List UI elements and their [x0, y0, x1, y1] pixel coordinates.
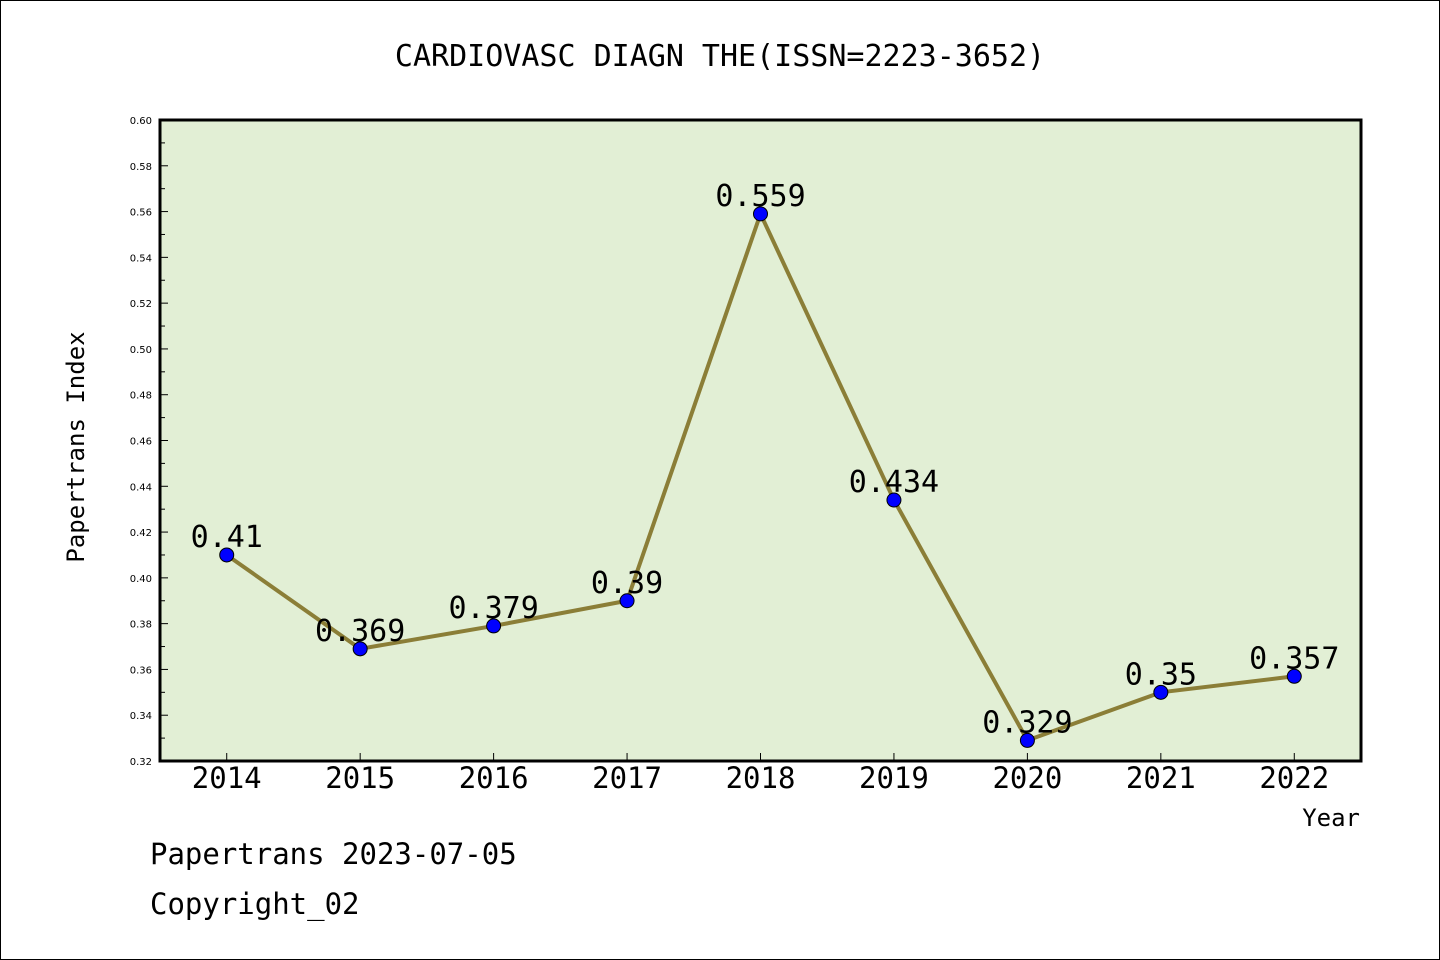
y-tick-label: 0.48 — [130, 391, 152, 402]
x-tick-label: 2018 — [726, 761, 796, 795]
y-tick-label: 0.56 — [130, 208, 152, 219]
x-tick-label: 2015 — [325, 761, 395, 795]
x-axis-ticks: 2014 2015 2016 2017 2018 2019 2020 2021 2022 — [192, 753, 1329, 795]
y-tick-label: 0.38 — [130, 620, 152, 631]
y-tick-label: 0.54 — [130, 253, 152, 264]
y-tick-label: 0.46 — [130, 437, 152, 448]
data-label: 0.41 — [191, 520, 263, 555]
chart-title: CARDIOVASC DIAGN THE(ISSN=2223-3652) — [395, 39, 1045, 74]
y-tick-label: 0.34 — [130, 711, 152, 722]
y-axis-label: Papertrans Index — [62, 331, 90, 562]
x-tick-label: 2021 — [1126, 761, 1196, 795]
data-label: 0.35 — [1125, 657, 1197, 692]
data-label: 0.357 — [1249, 641, 1339, 676]
data-point — [352, 641, 368, 657]
y-axis-ticks: 0.32 0.34 0.36 0.38 0.40 0.42 0.44 0.46 0.48 0.50… — [130, 116, 168, 768]
data-label: 0.39 — [591, 566, 663, 601]
y-tick-label: 0.44 — [130, 482, 152, 493]
x-tick-label: 2017 — [592, 761, 662, 795]
y-tick-label: 0.50 — [130, 345, 152, 356]
data-point — [219, 547, 235, 563]
data-point — [1153, 684, 1169, 700]
y-tick-label: 0.42 — [130, 528, 152, 539]
footer-date: Papertrans 2023-07-05 — [150, 837, 517, 871]
data-label: 0.369 — [315, 614, 405, 649]
data-label: 0.329 — [982, 705, 1072, 740]
x-tick-label: 2016 — [459, 761, 529, 795]
y-tick-label: 0.52 — [130, 299, 152, 310]
y-tick-label: 0.60 — [130, 116, 152, 127]
data-label: 0.559 — [715, 179, 805, 214]
data-point — [886, 492, 902, 508]
data-point — [619, 593, 635, 609]
data-markers — [219, 206, 1302, 748]
x-tick-label: 2020 — [992, 761, 1062, 795]
data-point — [1286, 668, 1302, 684]
data-label: 0.379 — [448, 591, 538, 626]
data-point — [486, 618, 502, 634]
y-tick-label: 0.58 — [130, 162, 152, 173]
footer-copyright: Copyright_02 — [150, 887, 360, 922]
data-label: 0.434 — [849, 465, 939, 500]
x-tick-label: 2022 — [1259, 761, 1329, 795]
x-tick-label: 2014 — [192, 761, 262, 795]
y-tick-label: 0.40 — [130, 574, 152, 585]
y-tick-label: 0.36 — [130, 665, 152, 676]
data-labels: 0.41 0.369 0.379 0.39 0.559 0.434 0.329 0.35 0.3… — [191, 179, 1340, 741]
x-axis-label: Year — [1302, 804, 1360, 832]
x-tick-label: 2019 — [859, 761, 929, 795]
y-tick-label: 0.32 — [130, 757, 152, 768]
data-point — [753, 206, 768, 222]
data-point — [1019, 732, 1035, 748]
